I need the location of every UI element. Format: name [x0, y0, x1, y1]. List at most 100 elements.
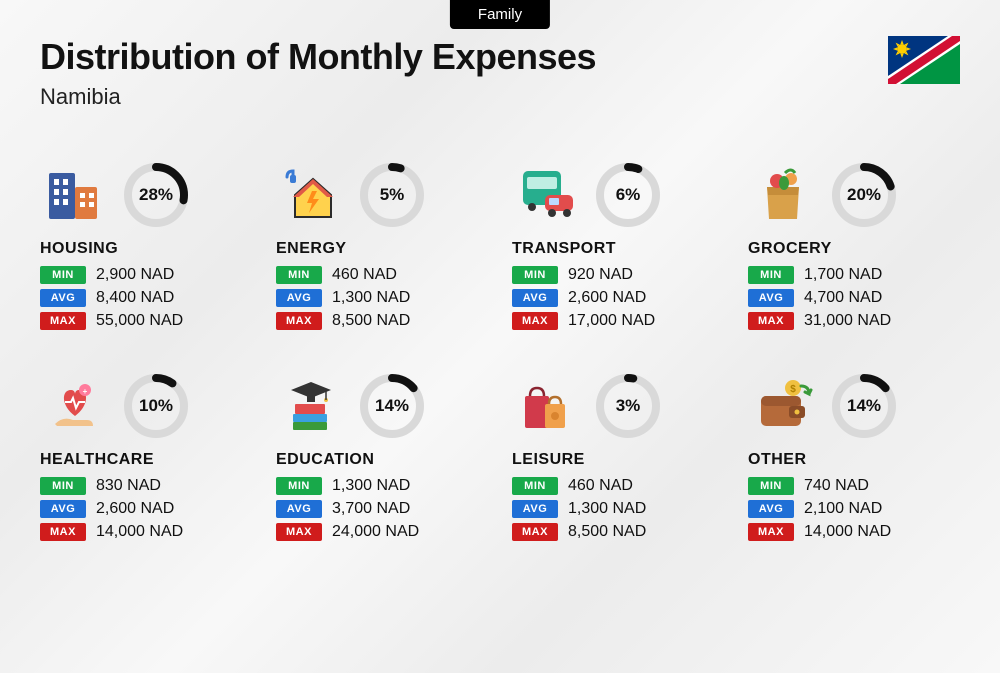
bus-car-icon — [512, 163, 582, 227]
avg-badge: AVG — [40, 289, 86, 307]
avg-value: 8,400 NAD — [96, 289, 174, 307]
min-value: 460 NAD — [568, 477, 633, 495]
category-card-housing: 28% HOUSING MIN 2,900 NAD AVG 8,400 NAD … — [40, 160, 252, 335]
category-name: LEISURE — [512, 451, 724, 469]
avg-badge: AVG — [40, 500, 86, 518]
max-value: 8,500 NAD — [332, 312, 410, 330]
percent-donut: 5% — [358, 161, 426, 229]
percent-label: 28% — [139, 185, 173, 205]
max-value: 8,500 NAD — [568, 523, 646, 541]
max-badge: MAX — [748, 312, 794, 330]
category-card-education: 14% EDUCATION MIN 1,300 NAD AVG 3,700 NA… — [276, 371, 488, 546]
category-name: OTHER — [748, 451, 960, 469]
avg-value: 2,600 NAD — [96, 500, 174, 518]
category-card-transport: 6% TRANSPORT MIN 920 NAD AVG 2,600 NAD M… — [512, 160, 724, 335]
max-badge: MAX — [748, 523, 794, 541]
category-grid: 28% HOUSING MIN 2,900 NAD AVG 8,400 NAD … — [40, 160, 960, 546]
stats: MIN 920 NAD AVG 2,600 NAD MAX 17,000 NAD — [512, 266, 724, 330]
stats: MIN 460 NAD AVG 1,300 NAD MAX 8,500 NAD — [512, 477, 724, 541]
min-value: 920 NAD — [568, 266, 633, 284]
min-badge: MIN — [748, 477, 794, 495]
min-badge: MIN — [276, 266, 322, 284]
heart-hand-icon: + — [40, 374, 110, 438]
max-badge: MAX — [40, 312, 86, 330]
percent-label: 6% — [616, 185, 641, 205]
percent-donut: 28% — [122, 161, 190, 229]
buildings-icon — [40, 163, 110, 227]
avg-badge: AVG — [512, 500, 558, 518]
min-value: 830 NAD — [96, 477, 161, 495]
category-name: HEALTHCARE — [40, 451, 252, 469]
svg-text:$: $ — [790, 384, 796, 395]
tab-family: Family — [450, 0, 550, 29]
stats: MIN 1,700 NAD AVG 4,700 NAD MAX 31,000 N… — [748, 266, 960, 330]
avg-badge: AVG — [276, 289, 322, 307]
max-value: 14,000 NAD — [804, 523, 891, 541]
max-badge: MAX — [512, 312, 558, 330]
percent-donut: 14% — [830, 372, 898, 440]
percent-label: 20% — [847, 185, 881, 205]
min-badge: MIN — [512, 477, 558, 495]
percent-label: 10% — [139, 396, 173, 416]
namibia-flag-icon — [888, 36, 960, 84]
page-title: Distribution of Monthly Expenses — [40, 36, 960, 78]
min-badge: MIN — [748, 266, 794, 284]
category-card-leisure: 3% LEISURE MIN 460 NAD AVG 1,300 NAD MAX… — [512, 371, 724, 546]
min-value: 2,900 NAD — [96, 266, 174, 284]
avg-badge: AVG — [276, 500, 322, 518]
stats: MIN 830 NAD AVG 2,600 NAD MAX 14,000 NAD — [40, 477, 252, 541]
percent-donut: 10% — [122, 372, 190, 440]
avg-badge: AVG — [748, 500, 794, 518]
max-badge: MAX — [512, 523, 558, 541]
percent-donut: 14% — [358, 372, 426, 440]
min-value: 1,300 NAD — [332, 477, 410, 495]
min-badge: MIN — [40, 266, 86, 284]
stats: MIN 1,300 NAD AVG 3,700 NAD MAX 24,000 N… — [276, 477, 488, 541]
percent-donut: 6% — [594, 161, 662, 229]
max-value: 14,000 NAD — [96, 523, 183, 541]
avg-value: 1,300 NAD — [568, 500, 646, 518]
percent-label: 3% — [616, 396, 641, 416]
min-badge: MIN — [512, 266, 558, 284]
header: Distribution of Monthly Expenses Namibia — [40, 36, 960, 110]
category-card-healthcare: + 10% HEALTHCARE MIN 830 NAD AVG 2,600 N… — [40, 371, 252, 546]
min-value: 1,700 NAD — [804, 266, 882, 284]
category-name: GROCERY — [748, 240, 960, 258]
page-subtitle: Namibia — [40, 84, 960, 110]
category-card-energy: 5% ENERGY MIN 460 NAD AVG 1,300 NAD MAX … — [276, 160, 488, 335]
category-card-grocery: 20% GROCERY MIN 1,700 NAD AVG 4,700 NAD … — [748, 160, 960, 335]
category-name: HOUSING — [40, 240, 252, 258]
stats: MIN 2,900 NAD AVG 8,400 NAD MAX 55,000 N… — [40, 266, 252, 330]
books-cap-icon — [276, 374, 346, 438]
shopping-bags-icon — [512, 374, 582, 438]
svg-text:+: + — [83, 387, 88, 396]
percent-label: 14% — [375, 396, 409, 416]
avg-badge: AVG — [512, 289, 558, 307]
stats: MIN 460 NAD AVG 1,300 NAD MAX 8,500 NAD — [276, 266, 488, 330]
min-value: 460 NAD — [332, 266, 397, 284]
wallet-icon: $ — [748, 374, 818, 438]
max-badge: MAX — [276, 312, 322, 330]
avg-value: 4,700 NAD — [804, 289, 882, 307]
category-name: ENERGY — [276, 240, 488, 258]
avg-value: 3,700 NAD — [332, 500, 410, 518]
stats: MIN 740 NAD AVG 2,100 NAD MAX 14,000 NAD — [748, 477, 960, 541]
avg-value: 2,100 NAD — [804, 500, 882, 518]
percent-donut: 3% — [594, 372, 662, 440]
max-value: 17,000 NAD — [568, 312, 655, 330]
house-bolt-icon — [276, 163, 346, 227]
percent-donut: 20% — [830, 161, 898, 229]
grocery-bag-icon — [748, 163, 818, 227]
max-badge: MAX — [40, 523, 86, 541]
avg-value: 2,600 NAD — [568, 289, 646, 307]
max-value: 31,000 NAD — [804, 312, 891, 330]
avg-badge: AVG — [748, 289, 794, 307]
min-badge: MIN — [276, 477, 322, 495]
min-value: 740 NAD — [804, 477, 869, 495]
max-value: 55,000 NAD — [96, 312, 183, 330]
category-name: EDUCATION — [276, 451, 488, 469]
percent-label: 14% — [847, 396, 881, 416]
max-value: 24,000 NAD — [332, 523, 419, 541]
min-badge: MIN — [40, 477, 86, 495]
percent-label: 5% — [380, 185, 405, 205]
